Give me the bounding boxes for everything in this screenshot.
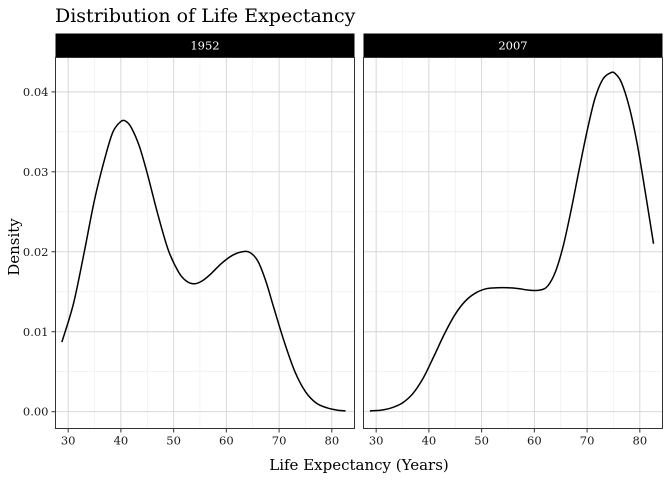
facet-strip-label: 1952 — [190, 39, 219, 53]
x-tick-label: 50 — [474, 434, 489, 448]
x-tick-label: 70 — [580, 434, 595, 448]
x-tick-label: 50 — [166, 434, 181, 448]
panel-border — [363, 57, 663, 429]
y-tick-label: 0.04 — [23, 85, 49, 99]
x-tick-label: 40 — [114, 434, 129, 448]
x-axis-title: Life Expectancy (Years) — [269, 456, 449, 474]
x-tick-label: 60 — [219, 434, 234, 448]
y-axis-title: Density — [5, 218, 23, 276]
x-tick-label: 80 — [325, 434, 340, 448]
chart-title: Distribution of Life Expectancy — [55, 5, 356, 27]
y-tick-label: 0.02 — [23, 245, 49, 259]
x-tick-label: 80 — [633, 434, 648, 448]
panel-border — [55, 57, 355, 429]
y-tick-label: 0.00 — [23, 405, 49, 419]
facet-panel-2007: 2007 30 40 50 60 70 80 — [363, 33, 663, 448]
facet-strip — [55, 33, 355, 58]
density-curve-2007 — [369, 71, 655, 412]
x-tick-label: 30 — [369, 434, 384, 448]
panel-background — [55, 57, 355, 429]
facet-panels: 1952 30 40 50 60 70 80 0.00 0.01 0.02 0.03 0.04 2007… — [23, 33, 663, 448]
x-tick-label: 30 — [61, 434, 76, 448]
density-curve-1952 — [61, 119, 346, 412]
x-tick-label: 70 — [272, 434, 287, 448]
facet-strip-label: 2007 — [498, 39, 527, 53]
facet-strip — [363, 33, 663, 58]
panel-background — [363, 57, 663, 429]
facet-panel-1952: 1952 30 40 50 60 70 80 0.00 0.01 0.02 0.03 0.04 — [23, 33, 355, 448]
x-tick-label: 40 — [422, 434, 437, 448]
y-tick-label: 0.01 — [23, 325, 49, 339]
x-tick-label: 60 — [527, 434, 542, 448]
y-tick-label: 0.03 — [23, 165, 49, 179]
